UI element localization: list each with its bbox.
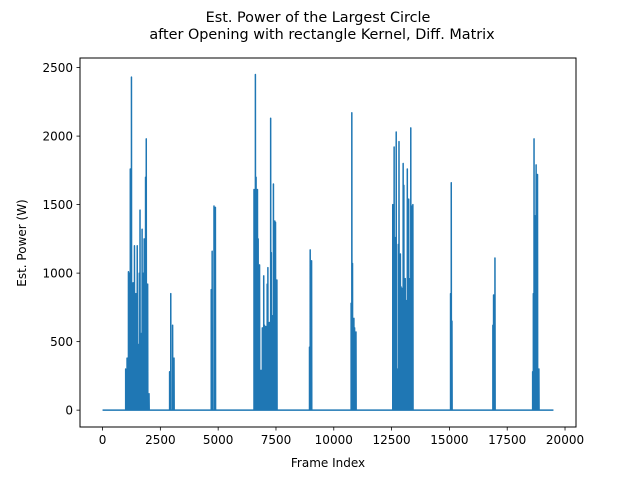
x-tick-label: 5000	[203, 433, 234, 447]
x-axis-label: Frame Index	[291, 456, 365, 470]
x-tick-label: 17500	[488, 433, 526, 447]
series-line	[102, 73, 554, 411]
series-layer	[102, 73, 554, 411]
x-tick-label: 10000	[315, 433, 353, 447]
y-axis-label: Est. Power (W)	[15, 199, 29, 287]
chart-title-line-2: after Opening with rectangle Kernel, Dif…	[149, 27, 495, 43]
x-axis-ticks: 0 2500 5000 7500 10000 12500 15000 17500 20000	[99, 427, 584, 447]
x-tick-label: 15000	[430, 433, 468, 447]
y-tick-label: 1000	[42, 266, 73, 280]
y-axis-ticks: 0 500 1000 1500 2000 2500	[42, 61, 80, 417]
x-tick-label: 20000	[546, 433, 584, 447]
y-tick-label: 2000	[42, 129, 73, 143]
axes-frame	[79, 57, 577, 428]
x-tick-label: 0	[99, 433, 107, 447]
y-tick-label: 500	[50, 335, 73, 349]
y-tick-label: 2500	[42, 61, 73, 75]
y-tick-label: 1500	[42, 198, 73, 212]
x-tick-label: 12500	[372, 433, 410, 447]
chart-title-line-1: Est. Power of the Largest Circle	[206, 10, 431, 26]
x-tick-label: 7500	[261, 433, 292, 447]
x-tick-label: 2500	[145, 433, 176, 447]
plot-area: 0 2500 5000 7500 10000 12500 15000 17500 20000 0…	[42, 57, 584, 447]
y-tick-label: 0	[65, 403, 73, 417]
